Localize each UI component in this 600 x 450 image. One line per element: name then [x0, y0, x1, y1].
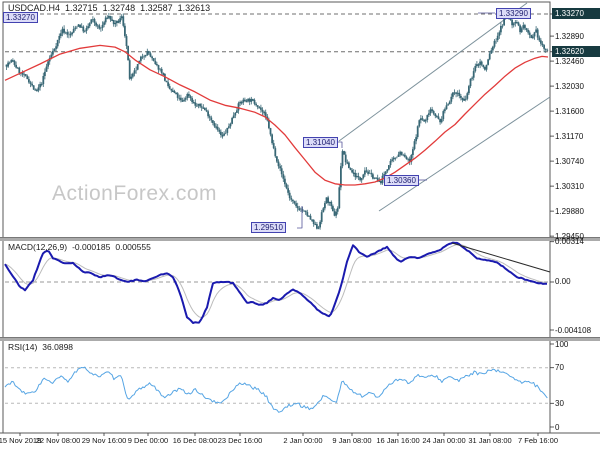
- label-leader-line: [297, 206, 303, 229]
- actionforex-watermark: ActionForex.com: [52, 182, 218, 205]
- macd-signal-line: [4, 244, 548, 318]
- time-axis-label: 7 Feb 16:00: [517, 436, 559, 445]
- time-axis-label: 2 Jan 00:00: [283, 436, 323, 445]
- moving-average-line: [4, 44, 549, 186]
- macd-main-value: -0.000185: [72, 242, 111, 252]
- price-label-box: 1.30360: [384, 175, 419, 186]
- chart-frame: [2, 1, 551, 434]
- rsi-value: 36.0898: [42, 342, 74, 352]
- price-axis-label: 1.32030: [555, 82, 584, 91]
- time-axis-label: 29 Nov 16:00: [81, 436, 127, 445]
- current-price-tag: 1.32620: [552, 46, 600, 57]
- time-axis-label: 22 Nov 08:00: [35, 436, 81, 445]
- price-axis-label: 1.31170: [555, 132, 584, 141]
- time-axis-label: 23 Dec 16:00: [217, 436, 263, 445]
- price-level-tag: 1.33270: [552, 8, 600, 19]
- ohlc-open: 1.32715: [65, 3, 98, 13]
- rsi-axis-label: 70: [555, 363, 564, 372]
- ohlc-close: 1.32613: [177, 3, 211, 13]
- time-axis-label: 24 Jan 00:00: [422, 436, 466, 445]
- price-axis-label: 1.30740: [555, 157, 584, 166]
- macd-trendline: [451, 242, 551, 273]
- macd-title: MACD(12,26,9) -0.000185 0.000555: [8, 242, 156, 252]
- label-leader-line: [336, 141, 343, 148]
- macd-signal-value: 0.000555: [115, 242, 151, 252]
- price-axis-label: 1.29880: [555, 207, 584, 216]
- panel-separator[interactable]: [0, 337, 600, 341]
- rsi-axis-label: 30: [555, 399, 564, 408]
- price-axis-label: 1.32460: [555, 57, 584, 66]
- ohlc-low: 1.32587: [140, 3, 173, 13]
- price-axis-label: 1.31600: [555, 107, 584, 116]
- panel-separator[interactable]: [0, 237, 600, 241]
- price-scale[interactable]: 1.33270 1.32890 1.32620 1.32460 1.32030 1.316…: [551, 0, 600, 450]
- rsi-title: RSI(14) 36.0898: [8, 342, 78, 352]
- time-axis-label: 15 Nov 2019: [0, 436, 42, 445]
- candlestick-series: [5, 12, 549, 230]
- time-axis-label: 9 Dec 00:00: [127, 436, 169, 445]
- price-axis-label: 1.30310: [555, 182, 584, 191]
- rsi-line: [4, 366, 548, 413]
- macd-axis-label: 0.00314: [555, 237, 584, 246]
- price-label-box: 1.31040: [303, 137, 338, 148]
- time-axis-label: 16 Jan 16:00: [376, 436, 420, 445]
- channel-lower-line: [378, 96, 551, 212]
- macd-line: [4, 241, 547, 324]
- price-axis-label: 1.29450: [555, 232, 584, 241]
- macd-axis-label: 0.00: [555, 277, 571, 286]
- time-axis-label: 16 Dec 08:00: [172, 436, 218, 445]
- price-label-box: 1.33270: [3, 12, 38, 23]
- price-axis-label: 1.32890: [555, 32, 584, 41]
- rsi-axis-label: 100: [555, 340, 569, 349]
- time-axis-label: 9 Jan 08:00: [332, 436, 372, 445]
- price-label-box: 1.29510: [251, 222, 286, 233]
- symbol-label: USDCAD.H4: [8, 3, 61, 13]
- ohlc-high: 1.32748: [102, 3, 136, 13]
- price-label-box: 1.33290: [496, 8, 531, 19]
- chart-title: USDCAD.H4 1.32715 1.32748 1.32587 1.32613: [8, 3, 215, 13]
- time-axis-label: 31 Jan 08:00: [468, 436, 512, 445]
- rsi-axis-label: 0: [555, 423, 560, 432]
- macd-axis-label: -0.004108: [555, 326, 592, 335]
- rsi-label: RSI(14): [8, 342, 38, 352]
- channel-upper-line: [338, 2, 528, 142]
- macd-label: MACD(12,26,9): [8, 242, 68, 252]
